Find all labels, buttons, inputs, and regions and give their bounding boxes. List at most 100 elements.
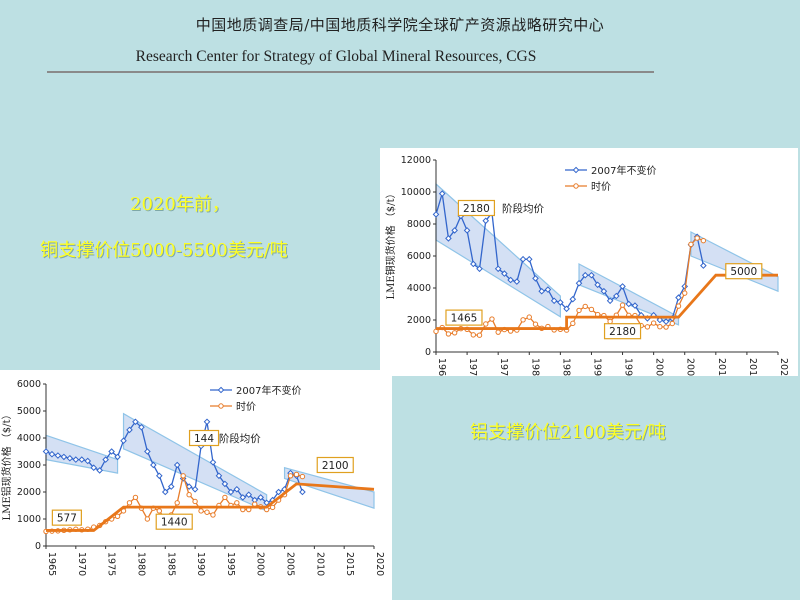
legend-marker-1 [217,386,225,394]
data-point [215,472,223,480]
header-divider [47,71,654,73]
data-point [569,295,577,303]
y-tick-label: 8000 [407,219,431,230]
data-point [656,316,664,324]
data-point [445,235,452,242]
value-box-label-1: 2180 [463,203,490,215]
data-point [606,297,614,305]
y-tick-label: 2000 [407,315,431,326]
data-point [675,303,682,309]
copper-note-line1: 2020年前， [130,194,230,215]
data-point [662,318,670,325]
legend-label-3: 阶段均价 [502,202,544,215]
value-box-label-3: 577 [57,513,77,525]
data-point [48,450,56,458]
x-tick-label: 1980 [135,552,146,576]
data-point [144,448,151,455]
data-point [138,423,145,431]
data-point [631,302,639,309]
data-point [445,331,452,337]
data-point [532,275,539,282]
x-tick-label: 1980 [529,358,540,376]
x-tick-label: 2020 [374,552,385,576]
data-point [607,318,613,325]
legend-marker-1 [572,166,580,174]
data-point [222,494,228,501]
data-point [570,320,576,327]
data-point [257,494,264,501]
y-tick-label: 4000 [407,283,431,294]
data-point [191,485,199,493]
value-box-4 [603,323,642,340]
data-point [494,265,502,273]
data-point [275,488,282,496]
data-point [588,306,595,313]
data-point [293,471,300,478]
legend-marker-2 [573,183,579,189]
data-point [78,456,86,463]
data-point [550,297,558,305]
y-axis-label: LME铝现货价格 （$/t） [0,409,13,520]
data-point [185,483,193,490]
data-point [525,255,533,263]
legend-label-2: 时价 [236,401,256,413]
x-tick-label: 1995 [623,358,634,376]
data-point [688,241,694,248]
data-point [102,456,109,463]
x-tick-label: 2005 [285,552,296,576]
y-tick-label: 2000 [17,487,41,498]
y-tick-label: 1000 [17,514,41,525]
y-tick-label: 0 [425,347,431,358]
x-tick-label: 2010 [716,358,727,376]
data-point [120,437,127,445]
trend-band-3 [283,466,375,510]
x-tick-label: 1975 [498,358,509,376]
data-point [156,472,163,480]
data-point [451,227,458,234]
data-point [575,279,583,287]
data-point [203,418,211,426]
data-point [581,271,589,279]
aluminum-price-chart: 0 1000 2000 3000 4000 5000 6000 1965 1970 1975 198… [0,379,385,576]
value-box-3 [51,509,82,526]
data-point [174,500,180,506]
data-point [700,262,707,269]
data-point [132,494,139,501]
x-tick-label: 1965 [436,358,447,376]
data-point [519,255,527,263]
x-tick-label: 1985 [165,552,176,576]
data-point [700,237,707,244]
data-point [594,281,601,289]
value-box-3 [445,309,483,326]
data-point [482,217,490,225]
data-point [470,260,477,268]
aluminum-chart-panel: 0 1000 2000 3000 4000 5000 6000 1965 1970 1975 198… [0,370,392,600]
data-point [520,317,526,323]
data-point [150,461,157,469]
y-tick-label: 6000 [407,251,431,262]
x-tick-label: 1990 [195,552,206,576]
data-point [252,501,258,507]
data-point [210,512,216,518]
value-box-label-4: 2180 [609,326,636,338]
data-point [669,320,675,327]
value-box-4 [155,513,193,530]
data-point [239,494,247,501]
data-point [501,270,508,277]
data-point [144,516,151,522]
data-point [613,292,620,300]
data-point [114,453,121,461]
y-tick-label: 4000 [17,433,41,444]
data-point [663,324,669,330]
data-point [221,480,229,488]
data-point [66,454,74,462]
data-point [299,473,306,480]
data-point [42,448,50,455]
data-point [209,458,217,466]
data-point [156,508,163,514]
data-point [625,300,633,308]
y-axis-label: LME铜现货价格 （$/t） [384,188,397,299]
data-point [507,276,514,284]
legend-marker-2 [218,403,224,409]
y-tick-label: 6000 [17,379,41,390]
